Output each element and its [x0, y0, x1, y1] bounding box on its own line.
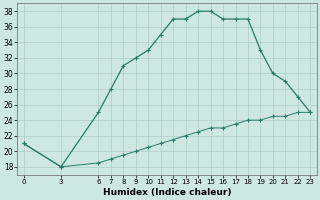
X-axis label: Humidex (Indice chaleur): Humidex (Indice chaleur)	[103, 188, 231, 197]
